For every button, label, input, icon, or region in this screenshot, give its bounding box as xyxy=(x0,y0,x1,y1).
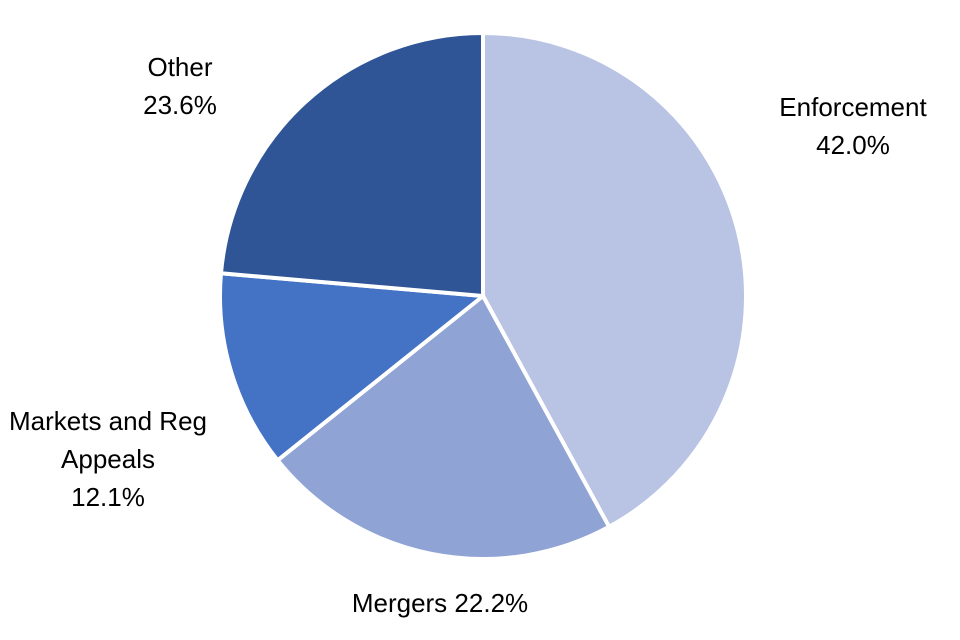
category-label: Other xyxy=(147,52,213,82)
value-label: 23.6% xyxy=(143,90,217,120)
value-label: 12.1% xyxy=(71,482,145,512)
slice-label: Mergers 22.2% xyxy=(280,584,600,622)
slice-label: Markets and Reg Appeals 12.1% xyxy=(8,402,208,516)
slice-label: Other 23.6% xyxy=(80,48,280,124)
value-label: 22.2% xyxy=(454,588,529,618)
category-label: Enforcement xyxy=(779,92,927,122)
slice-label: Enforcement 42.0% xyxy=(733,88,960,164)
pie-slice xyxy=(275,294,612,561)
category-label: Mergers xyxy=(351,588,448,618)
pie-slice xyxy=(481,31,748,529)
pie-slice xyxy=(218,271,485,463)
value-label: 42.0% xyxy=(816,130,890,160)
category-label: Markets and Reg Appeals xyxy=(9,406,207,474)
pie-slice xyxy=(218,31,485,298)
